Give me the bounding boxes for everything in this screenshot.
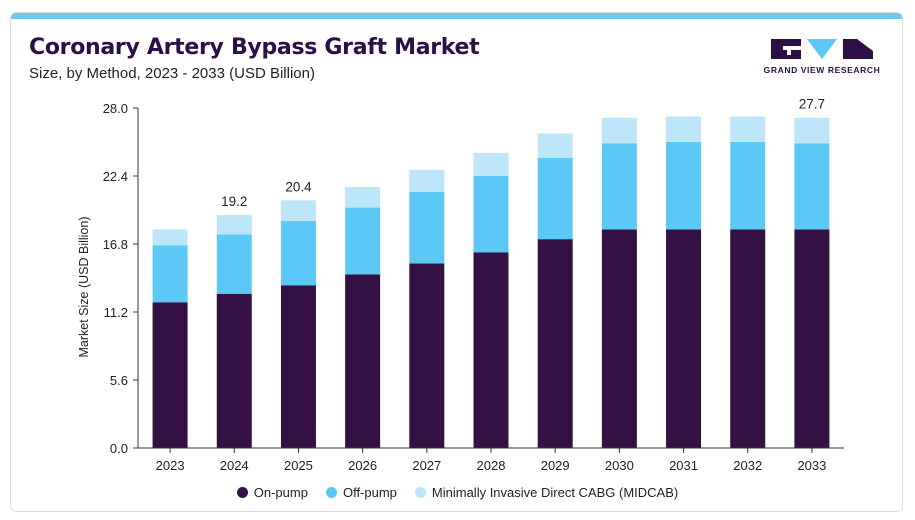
bar-on-pump-2032 [730,229,766,448]
data-label-2033: 27.7 [799,97,825,112]
legend-item-on-pump: On-pump [236,485,308,500]
x-tick-label-2033: 2033 [797,458,826,473]
y-tick-label: 11.2 [104,305,128,320]
bar-on-pump-2031 [666,229,702,448]
x-tick-label-2025: 2025 [284,458,313,473]
bar-minimally-invasive-direct-cabg-midcab-2030 [601,117,637,144]
grand-view-research-logo: GRAND VIEW RESEARCH [757,37,887,77]
stacked-bar-chart: Market Size (USD Billion) 0.0 5.6 11.2 16.8… [77,97,844,473]
y-tick-label: 0.0 [110,441,128,456]
bar-off-pump-2024 [216,234,252,294]
x-tick-label-2026: 2026 [348,458,377,473]
bar-off-pump-2023 [152,245,188,303]
x-tick-label-2032: 2032 [733,458,762,473]
x-tick-label-2028: 2028 [477,458,506,473]
bar-on-pump-2029 [537,239,573,448]
bar-off-pump-2030 [601,143,637,230]
top-accent-bar [11,13,902,19]
bar-on-pump-2033 [794,229,830,448]
legend-swatch-off-pump [325,487,337,498]
bar-on-pump-2028 [473,252,509,448]
legend-label-off-pump: Off-pump [342,485,397,500]
bar-on-pump-2025 [280,285,316,448]
legend-label-on-pump: On-pump [253,485,308,500]
data-label-2025: 20.4 [285,179,312,194]
bar-minimally-invasive-direct-cabg-midcab-2031 [666,116,702,142]
bar-minimally-invasive-direct-cabg-midcab-2026 [345,186,381,208]
bar-off-pump-2025 [280,220,316,286]
bar-off-pump-2026 [345,207,381,275]
legend-item-midcab: Minimally Invasive Direct CABG (MIDCAB) [414,485,679,500]
logo-mark-icon [771,39,873,59]
bar-off-pump-2027 [409,191,445,264]
x-tick-label-2029: 2029 [541,458,570,473]
chart-card: Coronary Artery Bypass Graft Market Size… [10,12,903,512]
bar-minimally-invasive-direct-cabg-midcab-2029 [537,133,573,158]
y-tick-label: 28.0 [103,101,128,116]
legend-label-midcab: Minimally Invasive Direct CABG (MIDCAB) [431,485,679,500]
bar-minimally-invasive-direct-cabg-midcab-2025 [280,200,316,221]
x-tick-label-2030: 2030 [605,458,634,473]
x-tick-label-2023: 2023 [156,458,185,473]
bar-off-pump-2029 [537,157,573,240]
bar-off-pump-2033 [794,143,830,230]
y-tick-label: 16.8 [103,237,128,252]
y-tick-label: 22.4 [103,169,128,184]
bar-minimally-invasive-direct-cabg-midcab-2023 [152,229,188,246]
bar-minimally-invasive-direct-cabg-midcab-2024 [216,214,252,235]
y-axis: 0.0 5.6 11.2 16.8 22.4 28.0 [103,101,139,456]
data-labels: 19.2 20.4 27.7 [221,97,825,209]
data-label-2024: 19.2 [221,194,247,209]
legend-swatch-midcab [414,487,426,498]
bar-minimally-invasive-direct-cabg-midcab-2032 [730,116,766,142]
legend: On-pump Off-pump Minimally Invasive Dire… [11,485,902,500]
x-tick-label-2031: 2031 [669,458,698,473]
legend-swatch-on-pump [236,487,248,498]
chart-title: Coronary Artery Bypass Graft Market [29,35,480,60]
bar-on-pump-2030 [601,229,637,448]
bar-on-pump-2027 [409,263,445,448]
bar-off-pump-2028 [473,176,509,253]
bar-on-pump-2023 [152,302,188,448]
bar-off-pump-2031 [666,142,702,230]
chart-subtitle: Size, by Method, 2023 - 2033 (USD Billio… [29,65,315,82]
x-tick-label-2024: 2024 [220,458,249,473]
bars [152,116,830,448]
y-tick-label: 5.6 [110,373,128,388]
legend-item-off-pump: Off-pump [325,485,397,500]
y-axis-label: Market Size (USD Billion) [77,216,91,357]
x-axis: 2023 2024 2025 2026 2027 2028 2029 2030 2031 2032… [138,447,844,473]
x-tick-label-2027: 2027 [412,458,441,473]
bar-minimally-invasive-direct-cabg-midcab-2027 [409,169,445,192]
logo-text: GRAND VIEW RESEARCH [763,65,881,75]
bar-on-pump-2026 [345,274,381,448]
bar-minimally-invasive-direct-cabg-midcab-2028 [473,152,509,176]
bar-off-pump-2032 [730,142,766,230]
bar-on-pump-2024 [216,293,252,448]
bar-minimally-invasive-direct-cabg-midcab-2033 [794,117,830,144]
